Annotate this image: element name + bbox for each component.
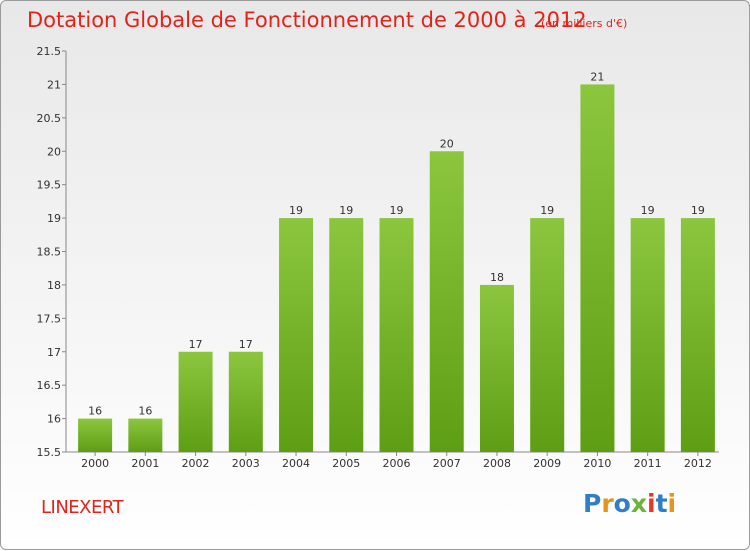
axes: 15.5 16 16.5 17 17.5 18 18.5 19 19.5 20 20.5 21 21.5… [37,45,719,470]
y-tick-label: 15.5 [37,446,62,459]
bar [379,218,414,452]
y-tick-label: 17.5 [37,312,62,325]
x-tick-label: 2004 [282,457,310,470]
x-tick-label: 2007 [433,457,461,470]
data-label: 17 [189,338,203,351]
data-label: 16 [138,405,152,418]
data-label: 19 [339,204,353,217]
bar [479,284,514,452]
bar [329,218,364,452]
bar [630,218,665,452]
y-tick-label: 16.5 [37,379,62,392]
data-label: 19 [540,204,554,217]
x-tick-label: 2012 [684,457,712,470]
y-tick-label: 18 [47,279,61,292]
logo-letter: o [613,489,631,518]
data-label: 18 [490,271,504,284]
x-tick-label: 2009 [533,457,561,470]
bar [680,218,715,452]
logo-letter: i [667,489,677,518]
bar [178,351,213,452]
x-tick-label: 2011 [634,457,662,470]
x-tick-label: 2006 [383,457,411,470]
logo-letter: i [647,489,656,518]
y-tick-label: 21 [47,78,61,91]
y-tick-label: 20 [47,145,61,158]
y-tick-label: 17 [47,346,61,359]
data-label: 19 [390,204,404,217]
bar [78,418,113,452]
commune-name: LINEXERT [41,497,124,518]
bar [228,351,263,452]
bar [530,218,565,452]
bar [128,418,163,452]
x-tick-label: 2005 [332,457,360,470]
y-tick-label: 18.5 [37,246,62,259]
x-tick-label: 2003 [232,457,260,470]
data-label: 19 [289,204,303,217]
x-tick-label: 2010 [583,457,611,470]
data-label: 20 [440,137,454,150]
x-tick-label: 2008 [483,457,511,470]
y-tick-label: 19.5 [37,179,62,192]
y-tick-label: 16 [47,413,61,426]
data-labels: 16 16 17 17 19 19 19 20 18 19 21 19 19 [88,70,705,417]
x-tick-label: 2002 [182,457,210,470]
logo-letter: x [630,489,647,518]
bar [580,84,615,453]
data-label: 21 [590,70,604,83]
logo-letter: t [655,489,668,518]
y-tick-label: 20.5 [37,112,62,125]
logo-letter: r [601,489,614,518]
y-tick-label: 21.5 [37,45,62,58]
y-tick-label: 19 [47,212,61,225]
chart-subtitle: (en milliers d'€) [541,17,628,30]
x-tick-label: 2000 [81,457,109,470]
bar [279,218,314,452]
data-label: 19 [691,204,705,217]
proxiti-logo: Proxiti [583,489,676,518]
data-label: 19 [641,204,655,217]
data-label: 16 [88,405,102,418]
bar [429,151,464,452]
data-label: 17 [239,338,253,351]
bars [78,84,715,453]
logo-letter: P [583,489,602,518]
chart-title: Dotation Globale de Fonctionnement de 20… [27,8,587,32]
x-tick-label: 2001 [131,457,159,470]
